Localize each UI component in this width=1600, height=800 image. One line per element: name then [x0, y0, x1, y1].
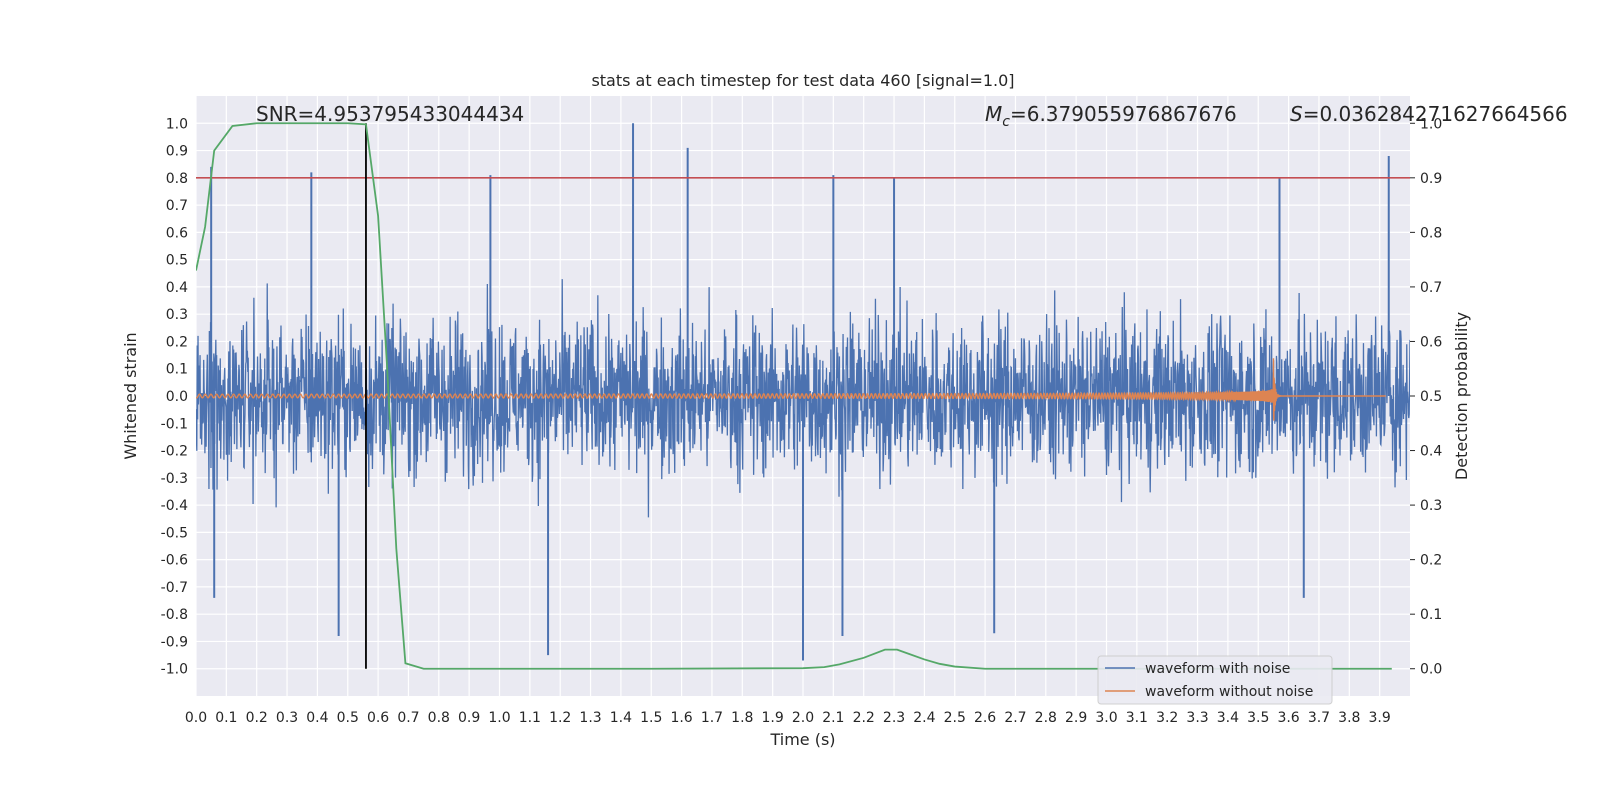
series-waveform-with-noise: [196, 123, 1410, 661]
x-tick-label-3: 0.3: [276, 710, 298, 726]
chirp-mass-annotation: Mc=6.379055976867676: [985, 102, 1237, 130]
y2-tick-label-3: 0.7: [1420, 280, 1442, 296]
y-tick-label-9: 0.1: [166, 362, 188, 378]
legend-label-clean: waveform without noise: [1145, 684, 1313, 700]
y-tick-label-3: 0.7: [166, 198, 188, 214]
x-tick-label-12: 1.2: [549, 710, 571, 726]
snr-annotation: SNR=4.953795433044434: [256, 102, 524, 126]
s-symbol: S: [1290, 102, 1303, 126]
y-tick-label-1: 0.9: [166, 144, 188, 160]
y-tick-label-17: -0.7: [161, 580, 188, 596]
y2-tick-label-8: 0.2: [1420, 553, 1442, 569]
x-tick-label-23: 2.3: [883, 710, 905, 726]
y-axis-label: Whitened strain: [121, 332, 140, 459]
x-axis-label: Time (s): [769, 730, 835, 749]
y2-tick-label-6: 0.4: [1420, 444, 1442, 460]
x-tick-label-15: 1.5: [640, 710, 662, 726]
y-tick-label-13: -0.3: [161, 471, 188, 487]
y2-axis-label: Detection probability: [1452, 312, 1471, 480]
y-tick-label-20: -1.0: [161, 662, 188, 678]
x-tick-label-7: 0.7: [397, 710, 419, 726]
y2-tick-label-10: 0.0: [1420, 662, 1442, 678]
x-tick-label-37: 3.7: [1308, 710, 1330, 726]
x-tick-label-5: 0.5: [337, 710, 359, 726]
series-waveform-without-noise: [196, 358, 1386, 421]
x-tick-label-27: 2.7: [1004, 710, 1026, 726]
x-tick-label-26: 2.6: [974, 710, 996, 726]
x-tick-label-32: 3.2: [1156, 710, 1178, 726]
x-tick-label-16: 1.6: [670, 710, 692, 726]
x-tick-label-28: 2.8: [1035, 710, 1057, 726]
y-tick-label-12: -0.2: [161, 444, 188, 460]
x-tick-label-22: 2.2: [853, 710, 875, 726]
y2-tick-label-9: 0.1: [1420, 607, 1442, 623]
x-tick-label-6: 0.6: [367, 710, 389, 726]
x-tick-label-4: 0.4: [306, 710, 328, 726]
x-tick-label-9: 0.9: [458, 710, 480, 726]
x-tick-label-8: 0.8: [428, 710, 450, 726]
x-tick-label-29: 2.9: [1065, 710, 1087, 726]
legend: waveform with noise waveform without noi…: [1097, 655, 1333, 705]
y-tick-label-0: 1.0: [166, 116, 188, 132]
y-tick-label-5: 0.5: [166, 253, 188, 269]
chart-title: stats at each timestep for test data 460…: [591, 71, 1014, 90]
legend-box: [1097, 655, 1333, 705]
x-tick-label-24: 2.4: [913, 710, 935, 726]
x-tick-label-11: 1.1: [519, 710, 541, 726]
x-tick-label-33: 3.3: [1186, 710, 1208, 726]
y-tick-label-18: -0.8: [161, 607, 188, 623]
y-tick-label-8: 0.2: [166, 334, 188, 350]
y-tick-label-19: -0.9: [161, 634, 188, 650]
x-tick-label-21: 2.1: [822, 710, 844, 726]
y-tick-labels: 1.0 0.9 0.8 0.7 0.6 0.5 0.4 0.3 0.2 0.1 0.0 -0.1 -0.…: [161, 116, 188, 677]
x-tick-label-18: 1.8: [731, 710, 753, 726]
x-tick-label-13: 1.3: [579, 710, 601, 726]
s-annotation: S=0.036284271627664566: [1290, 102, 1568, 126]
y2-tick-label-0: 1.0: [1420, 116, 1442, 132]
x-tick-label-30: 3.0: [1095, 710, 1117, 726]
x-tick-label-10: 1.0: [488, 710, 510, 726]
x-tick-label-36: 3.6: [1277, 710, 1299, 726]
x-tick-label-38: 3.8: [1338, 710, 1360, 726]
y2-tick-labels: 1.0 0.9 0.8 0.7 0.6 0.5 0.4 0.3 0.2 0.1 0.0: [1410, 116, 1442, 678]
x-tick-label-14: 1.4: [610, 710, 632, 726]
legend-label-noise: waveform with noise: [1145, 661, 1290, 677]
x-tick-label-2: 0.2: [246, 710, 268, 726]
x-tick-label-17: 1.7: [701, 710, 723, 726]
x-tick-label-0: 0.0: [185, 710, 207, 726]
x-tick-label-34: 3.4: [1217, 710, 1239, 726]
y2-tick-label-5: 0.5: [1420, 389, 1442, 405]
x-tick-label-20: 2.0: [792, 710, 814, 726]
noise-trace: [196, 279, 1410, 518]
y-tick-label-11: -0.1: [161, 416, 188, 432]
y2-tick-label-7: 0.3: [1420, 498, 1442, 514]
y2-tick-label-2: 0.8: [1420, 225, 1442, 241]
x-tick-label-39: 3.9: [1369, 710, 1391, 726]
chirp-mass-value: =6.379055976867676: [1010, 102, 1237, 126]
y2-tick-label-1: 0.9: [1420, 171, 1442, 187]
y-tick-label-7: 0.3: [166, 307, 188, 323]
y-tick-label-16: -0.6: [161, 553, 188, 569]
y-tick-label-15: -0.5: [161, 525, 188, 541]
y2-tick-label-4: 0.6: [1420, 334, 1442, 350]
x-tick-label-25: 2.5: [944, 710, 966, 726]
chirp-mass-symbol: M: [985, 102, 1002, 126]
y-tick-label-14: -0.4: [161, 498, 188, 514]
series-detection-probability: [196, 122, 1392, 670]
s-value: =0.036284271627664566: [1303, 102, 1568, 126]
y-tick-label-4: 0.6: [166, 225, 188, 241]
x-tick-label-1: 0.1: [215, 710, 237, 726]
x-tick-label-19: 1.9: [762, 710, 784, 726]
y-tick-label-10: 0.0: [166, 389, 188, 405]
x-tick-labels: 0.0 0.1 0.2 0.3 0.4 0.5 0.6 0.7 0.8 0.9 1.0 1.1 1.2 1…: [185, 710, 1391, 726]
chirp-mass-subscript: c: [1002, 114, 1010, 130]
x-tick-label-35: 3.5: [1247, 710, 1269, 726]
x-tick-label-31: 3.1: [1126, 710, 1148, 726]
y-tick-label-6: 0.4: [166, 280, 188, 296]
y-tick-label-2: 0.8: [166, 171, 188, 187]
